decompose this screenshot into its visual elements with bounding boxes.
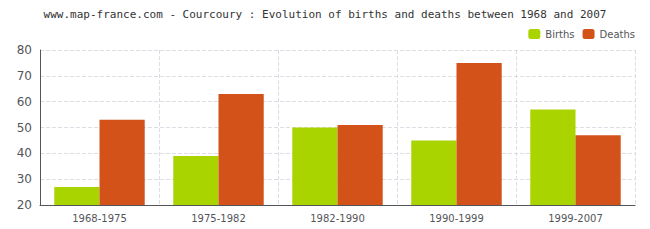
svg-text:Births: Births — [545, 29, 574, 40]
svg-text:1982-1990: 1982-1990 — [310, 213, 365, 224]
svg-text:1999-2007: 1999-2007 — [548, 213, 603, 224]
svg-text:70: 70 — [17, 69, 32, 83]
svg-text:Deaths: Deaths — [600, 29, 635, 40]
svg-text:80: 80 — [17, 43, 32, 57]
svg-text:1975-1982: 1975-1982 — [191, 213, 246, 224]
svg-text:50: 50 — [17, 121, 32, 135]
svg-text:1990-1999: 1990-1999 — [429, 213, 484, 224]
svg-text:30: 30 — [17, 172, 32, 186]
svg-text:www.map-france.com - Courcoury: www.map-france.com - Courcoury : Evoluti… — [44, 8, 607, 21]
svg-text:60: 60 — [17, 95, 32, 109]
svg-text:40: 40 — [17, 146, 32, 160]
svg-text:1968-1975: 1968-1975 — [72, 213, 127, 224]
svg-text:20: 20 — [17, 198, 32, 212]
